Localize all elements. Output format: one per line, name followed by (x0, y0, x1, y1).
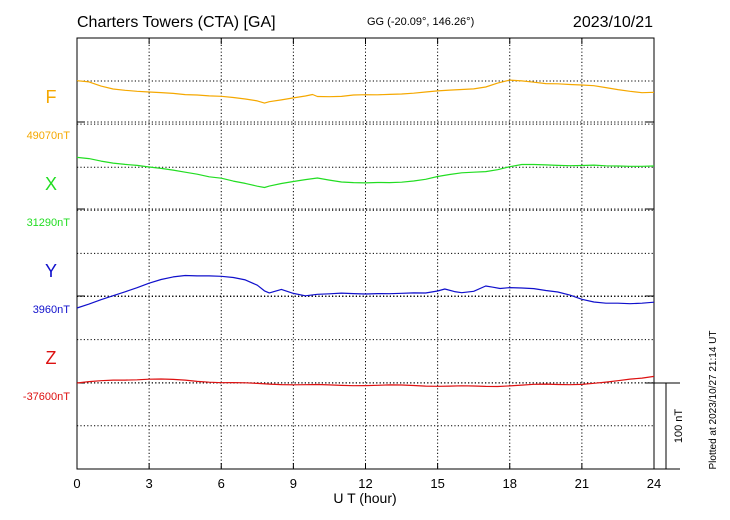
plotted-timestamp: Plotted at 2023/10/27 21:14 UT (708, 331, 719, 470)
x-axis: 0 3 6 9 12 15 18 21 24 (73, 38, 661, 491)
station-title: Charters Towers (CTA) [GA] (77, 14, 276, 31)
x-axis-title: U T (hour) (333, 490, 396, 506)
x-tick-label: 15 (430, 476, 444, 491)
series-labels: F 49070nT X 31290nT Y 3960nT Z -37600nT (23, 87, 70, 403)
baselines (77, 121, 654, 384)
scale-bar-label: 100 nT (673, 409, 685, 444)
series-baseline-F: 49070nT (27, 130, 71, 142)
x-tick-label: 9 (290, 476, 297, 491)
series-line-Y (76, 274, 655, 309)
series-lines (76, 79, 655, 388)
series-name-F: F (46, 87, 57, 107)
x-tick-label: 3 (146, 476, 153, 491)
x-tick-label: 12 (358, 476, 372, 491)
x-tick-label: 0 (73, 476, 80, 491)
grid (77, 38, 654, 469)
coordinates-label: GG (-20.09°, 146.26°) (367, 16, 474, 28)
series-name-Z: Z (46, 348, 57, 368)
x-tick-label: 24 (647, 476, 661, 491)
series-name-Y: Y (45, 261, 57, 281)
x-tick-label: 18 (503, 476, 517, 491)
series-line-X (76, 156, 655, 189)
series-baseline-X: 31290nT (27, 217, 71, 229)
series-name-X: X (45, 174, 57, 194)
series-line-Z (76, 375, 655, 388)
date-label: 2023/10/21 (573, 14, 653, 31)
x-tick-label: 6 (218, 476, 225, 491)
series-baseline-Z: -37600nT (23, 391, 70, 403)
x-tick-label: 21 (575, 476, 589, 491)
scale-bar: 100 nT (654, 382, 685, 470)
series-line-F (76, 79, 655, 104)
series-baseline-Y: 3960nT (33, 304, 71, 316)
